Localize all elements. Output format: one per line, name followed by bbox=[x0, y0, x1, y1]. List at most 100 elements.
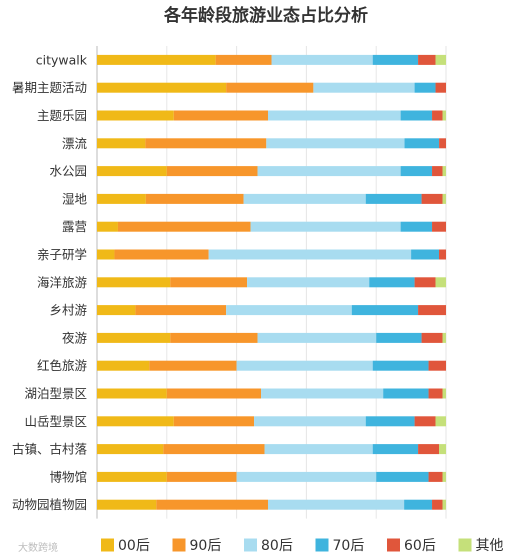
bar-segment bbox=[97, 193, 146, 204]
legend-label: 80后 bbox=[261, 538, 293, 554]
bar-segment bbox=[114, 249, 209, 260]
bar-segment bbox=[400, 221, 433, 232]
category-label: 古镇、古村落 bbox=[12, 442, 88, 457]
bar-segment bbox=[400, 110, 433, 121]
bar-segment bbox=[404, 499, 433, 510]
bar-segment bbox=[376, 332, 422, 343]
bar-segment bbox=[442, 332, 446, 343]
bar-segment bbox=[411, 249, 440, 260]
bar-segment bbox=[271, 54, 373, 65]
legend-label: 00后 bbox=[118, 538, 150, 554]
category-labels: citywalk 暑期主题活动主题乐园漂流水公园湿地露营亲子研学海洋旅游乡村游夜游… bbox=[12, 52, 88, 512]
bar-segment bbox=[257, 332, 377, 343]
legend-swatch bbox=[458, 538, 472, 552]
bar-segment bbox=[435, 416, 446, 427]
bar-segment bbox=[418, 54, 436, 65]
legend-label: 60后 bbox=[404, 538, 436, 554]
bar-segment bbox=[266, 138, 405, 149]
bar-segment bbox=[166, 388, 262, 399]
bar-segment bbox=[261, 388, 384, 399]
bar-segment bbox=[145, 193, 244, 204]
category-label: 水公园 bbox=[49, 164, 87, 179]
bar-segment bbox=[418, 444, 440, 455]
bar-segment bbox=[163, 444, 265, 455]
bar-segment bbox=[442, 110, 446, 121]
bar-segment bbox=[97, 54, 216, 65]
bar-segment bbox=[428, 388, 443, 399]
bar-segment bbox=[173, 110, 269, 121]
legend-label: 其他 bbox=[476, 538, 504, 554]
bar-segment bbox=[97, 444, 164, 455]
bar-segment bbox=[365, 416, 415, 427]
bar-segment bbox=[428, 360, 446, 371]
category-label: citywalk bbox=[36, 52, 88, 67]
bar-segment bbox=[439, 138, 446, 149]
bar-segment bbox=[166, 471, 237, 482]
bar-segment bbox=[432, 499, 443, 510]
bar-segment bbox=[156, 499, 269, 510]
bar-segment bbox=[97, 110, 174, 121]
category-label: 露营 bbox=[62, 219, 87, 234]
bar-segment bbox=[97, 166, 167, 177]
bar-segment bbox=[97, 82, 227, 93]
legend-swatch bbox=[387, 538, 400, 552]
bar-segment bbox=[97, 138, 146, 149]
bar-segment bbox=[414, 416, 436, 427]
bar-segment bbox=[372, 54, 419, 65]
bar-segment bbox=[208, 249, 412, 260]
bar-segment bbox=[97, 416, 174, 427]
category-label: 湖泊型景区 bbox=[24, 386, 87, 401]
bar-segment bbox=[97, 360, 150, 371]
category-label: 动物园植物园 bbox=[12, 497, 87, 512]
bar-segment bbox=[117, 221, 251, 232]
bar-segment bbox=[247, 277, 370, 288]
bar-segment bbox=[215, 54, 272, 65]
bar-segment bbox=[257, 166, 401, 177]
bar-segment bbox=[236, 360, 373, 371]
bar-segment bbox=[400, 166, 433, 177]
legend-swatch bbox=[101, 538, 114, 552]
bar-segment bbox=[97, 499, 157, 510]
bar-segment bbox=[439, 444, 446, 455]
bar-segment bbox=[97, 277, 171, 288]
category-label: 红色旅游 bbox=[37, 358, 88, 373]
bar-segment bbox=[383, 388, 429, 399]
bar-segment bbox=[313, 82, 415, 93]
bar-segment bbox=[236, 471, 377, 482]
bar-segment bbox=[365, 193, 422, 204]
bar-segment bbox=[421, 193, 443, 204]
bar-segment bbox=[97, 471, 167, 482]
bar-segment bbox=[97, 305, 136, 316]
bar-segment bbox=[414, 277, 436, 288]
bar-segment bbox=[432, 166, 443, 177]
bar-segment bbox=[435, 277, 446, 288]
bar-segment bbox=[166, 166, 258, 177]
chart-title: 各年龄段旅游业态占比分析 bbox=[163, 5, 368, 26]
bars bbox=[97, 54, 446, 510]
bar-segment bbox=[173, 416, 255, 427]
watermark-text: 大数跨境 bbox=[18, 541, 58, 554]
bar-segment bbox=[254, 416, 366, 427]
bar-segment bbox=[439, 249, 446, 260]
bar-segment bbox=[170, 332, 258, 343]
bar-segment bbox=[149, 360, 237, 371]
bar-segment bbox=[372, 444, 419, 455]
category-label: 漂流 bbox=[62, 136, 88, 151]
bar-segment bbox=[442, 166, 446, 177]
bar-segment bbox=[376, 471, 429, 482]
bar-segment bbox=[428, 471, 443, 482]
bar-segment bbox=[243, 193, 366, 204]
category-label: 主题乐园 bbox=[37, 108, 87, 123]
legend-swatch bbox=[315, 538, 329, 552]
legend-swatch bbox=[244, 538, 257, 552]
bar-segment bbox=[435, 54, 446, 65]
bar-segment bbox=[404, 138, 440, 149]
category-label: 亲子研学 bbox=[37, 247, 87, 262]
bar-segment bbox=[442, 193, 446, 204]
bar-segment bbox=[418, 305, 446, 316]
bar-segment bbox=[97, 249, 115, 260]
bar-segment bbox=[226, 305, 352, 316]
bar-segment bbox=[268, 110, 401, 121]
category-label: 海洋旅游 bbox=[37, 275, 88, 290]
bar-segment bbox=[264, 444, 373, 455]
